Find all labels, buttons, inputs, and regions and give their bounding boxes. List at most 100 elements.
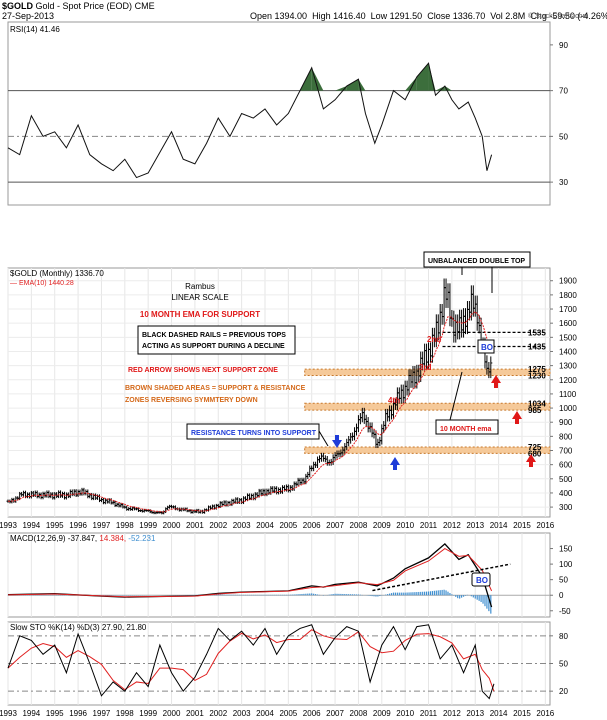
price-axis-tick-label: 300	[559, 503, 573, 512]
rsi-tick-label: 30	[559, 178, 568, 187]
x-tick-label-bottom: 2007	[326, 709, 344, 718]
open-value: Open 1394.00	[250, 11, 308, 21]
ema-line	[7, 310, 492, 513]
red-arrow-up	[491, 375, 501, 383]
x-tick-label-bottom: 2014	[490, 709, 508, 718]
x-tick-label: 2005	[279, 521, 297, 530]
x-tick-label: 1995	[46, 521, 64, 530]
x-tick-label-bottom: 1995	[46, 709, 64, 718]
annotation-double-top: UNBALANCED DOUBLE TOP	[428, 258, 525, 265]
price-bo-box	[477, 339, 495, 354]
x-tick-label-bottom: 1996	[69, 709, 87, 718]
x-tick-label-bottom: 2015	[513, 709, 531, 718]
close-value: Close 1336.70	[427, 11, 486, 21]
support-zone	[304, 446, 551, 454]
price-panel-frame	[7, 267, 551, 518]
x-tick-label: 2001	[186, 521, 204, 530]
price-axis-tick-label: 1300	[559, 362, 577, 371]
support-level-label: 680	[528, 449, 542, 458]
macd-trendline	[372, 563, 511, 592]
support-level-label: 725	[528, 443, 542, 452]
price-axis-tick-label: 1800	[559, 291, 577, 300]
annotation-3rd: 3rd	[419, 363, 432, 372]
price-legend: $GOLD (Monthly) 1336.70	[10, 269, 104, 278]
x-tick-label-bottom: 2008	[350, 709, 368, 718]
support-level-label: 1435	[528, 343, 546, 352]
support-level-label: 985	[528, 406, 542, 415]
price-axis-tick-label: 700	[559, 447, 573, 456]
x-tick-label-bottom: 2002	[209, 709, 227, 718]
red-arrow-up-shaft	[529, 462, 533, 467]
x-tick-label: 2008	[350, 521, 368, 530]
red-arrow-up	[526, 454, 536, 462]
annotation-resistance: RESISTANCE TURNS INTO SUPPORT	[191, 430, 317, 437]
double-top-box	[423, 251, 531, 268]
support-zone	[304, 402, 551, 411]
annotation-ema-label: 10 MONTH ema	[440, 426, 491, 433]
annotation-author: Rambus	[185, 282, 215, 291]
x-tick-label-bottom: 2000	[163, 709, 181, 718]
sto-axis-tick-label: 20	[559, 687, 568, 696]
macd-axis-tick-label: 100	[559, 560, 573, 569]
x-tick-label-bottom: 2010	[396, 709, 414, 718]
x-tick-label: 2006	[303, 521, 321, 530]
x-tick-label: 1998	[116, 521, 134, 530]
red-arrow-up-shaft	[494, 383, 498, 388]
x-tick-label: 2003	[233, 521, 251, 530]
price-axis-tick-label: 400	[559, 489, 573, 498]
x-tick-label-bottom: 1997	[93, 709, 111, 718]
red-arrow-up-shaft	[515, 419, 519, 424]
change-value: Chg -59.50 (-4.26%)	[530, 11, 607, 21]
x-tick-label: 2004	[256, 521, 274, 530]
price-axis-tick-label: 1700	[559, 305, 577, 314]
x-tick-label-bottom: 1993	[0, 709, 17, 718]
price-axis-tick-label: 1500	[559, 333, 577, 342]
x-tick-label-bottom: 2001	[186, 709, 204, 718]
ohlc-readout: Open 1394.00 High 1416.40 Low 1291.50 Cl…	[250, 11, 607, 21]
price-axis-tick-label: 1400	[559, 347, 577, 356]
blue-arrow-up-shaft	[393, 465, 397, 470]
macd-legend-value: -37.847,	[68, 534, 100, 543]
rsi-overbought-fill	[346, 79, 359, 91]
macd-legend-hist: -52.231	[128, 534, 156, 543]
x-tick-label-bottom: 1994	[22, 709, 40, 718]
x-tick-label: 2016	[536, 521, 554, 530]
x-tick-label: 2015	[513, 521, 531, 530]
sto-axis-tick-label: 80	[559, 632, 568, 641]
support-level-label: 1034	[528, 399, 546, 408]
x-tick-label-bottom: 2009	[373, 709, 391, 718]
x-tick-label-bottom: 2003	[233, 709, 251, 718]
resistance-note-pointer	[318, 430, 329, 447]
x-tick-label: 1994	[22, 521, 40, 530]
rsi-overbought-fill	[416, 63, 429, 91]
annotation-rails-2: ACTING AS SUPPORT DURING A DECLINE	[142, 343, 285, 350]
x-tick-label: 2009	[373, 521, 391, 530]
x-tick-label: 2000	[163, 521, 181, 530]
sto-axis-tick-label: 50	[559, 660, 568, 669]
sto-k-line	[7, 624, 495, 700]
symbol-text: $GOLD	[2, 1, 34, 11]
macd-bo-label: BO	[476, 576, 488, 585]
annotation-zones-1: BROWN SHADED AREAS = SUPPORT & RESISTANC…	[125, 385, 306, 392]
annotation-rails-1: BLACK DASHED RAILS = PREVIOUS TOPS	[142, 332, 286, 339]
price-axis-tick-label: 1100	[559, 390, 577, 399]
chart-symbol-line: $GOLD Gold - Spot Price (EOD) CME	[2, 1, 155, 11]
x-tick-label-bottom: 1999	[139, 709, 157, 718]
x-tick-label: 2014	[490, 521, 508, 530]
annotation-red-arrow: RED ARROW SHOWS NEXT SUPPORT ZONE	[128, 367, 278, 374]
ema-legend: — EMA(10) 1440.28	[10, 280, 74, 287]
x-tick-label: 2011	[420, 521, 438, 530]
x-tick-label-bottom: 2011	[420, 709, 438, 718]
macd-legend-signal: 14.384,	[99, 534, 128, 543]
price-axis-tick-label: 1000	[559, 404, 577, 413]
price-axis-tick-label: 1600	[559, 319, 577, 328]
x-tick-label: 2002	[209, 521, 227, 530]
rsi-legend: RSI(14) 41.46	[10, 25, 60, 34]
x-tick-label-bottom: 2012	[443, 709, 461, 718]
macd-axis-tick-label: 150	[559, 545, 573, 554]
macd-axis-tick-label: 0	[559, 591, 564, 600]
rsi-tick-label: 90	[559, 41, 568, 50]
annotation-bo: BO	[481, 343, 493, 352]
macd-legend-name: MACD(12,26,9)	[10, 534, 68, 543]
